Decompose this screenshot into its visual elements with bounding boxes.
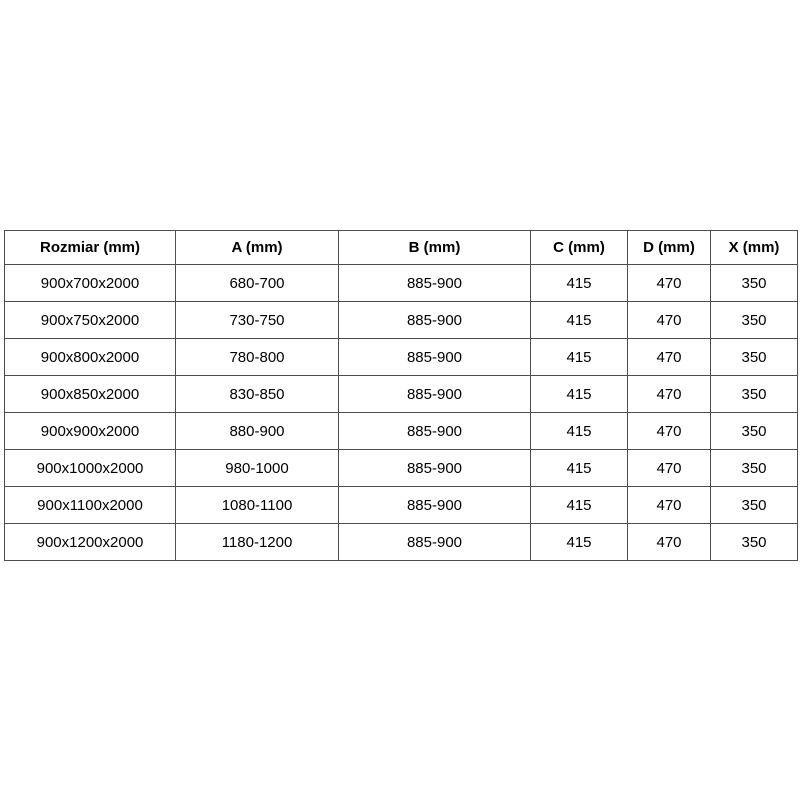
cell-x: 350: [710, 338, 798, 376]
table-row: 900x1200x2000 1180-1200 885-900 415 470 …: [4, 523, 798, 561]
cell-c: 415: [530, 338, 628, 376]
cell-d: 470: [627, 449, 711, 487]
cell-rozmiar: 900x700x2000: [4, 264, 176, 302]
cell-d: 470: [627, 264, 711, 302]
cell-x: 350: [710, 486, 798, 524]
table-row: 900x900x2000 880-900 885-900 415 470 350: [4, 412, 798, 450]
table-row: 900x700x2000 680-700 885-900 415 470 350: [4, 264, 798, 302]
cell-x: 350: [710, 449, 798, 487]
cell-rozmiar: 900x1100x2000: [4, 486, 176, 524]
cell-a: 1180-1200: [175, 523, 339, 561]
table-row: 900x1100x2000 1080-1100 885-900 415 470 …: [4, 486, 798, 524]
header-row: Rozmiar (mm) A (mm) B (mm) C (mm) D (mm)…: [4, 230, 798, 265]
cell-c: 415: [530, 412, 628, 450]
cell-b: 885-900: [338, 523, 531, 561]
column-header-d: D (mm): [627, 230, 711, 265]
cell-b: 885-900: [338, 412, 531, 450]
cell-c: 415: [530, 523, 628, 561]
cell-rozmiar: 900x900x2000: [4, 412, 176, 450]
cell-a: 880-900: [175, 412, 339, 450]
cell-a: 730-750: [175, 301, 339, 339]
cell-rozmiar: 900x750x2000: [4, 301, 176, 339]
cell-d: 470: [627, 338, 711, 376]
cell-c: 415: [530, 301, 628, 339]
column-header-rozmiar: Rozmiar (mm): [4, 230, 176, 265]
cell-d: 470: [627, 301, 711, 339]
table-row: 900x1000x2000 980-1000 885-900 415 470 3…: [4, 449, 798, 487]
cell-b: 885-900: [338, 301, 531, 339]
cell-b: 885-900: [338, 449, 531, 487]
cell-x: 350: [710, 375, 798, 413]
cell-a: 1080-1100: [175, 486, 339, 524]
cell-d: 470: [627, 523, 711, 561]
cell-x: 350: [710, 301, 798, 339]
cell-c: 415: [530, 486, 628, 524]
table-row: 900x750x2000 730-750 885-900 415 470 350: [4, 301, 798, 339]
cell-c: 415: [530, 375, 628, 413]
table-row: 900x850x2000 830-850 885-900 415 470 350: [4, 375, 798, 413]
cell-b: 885-900: [338, 375, 531, 413]
cell-a: 780-800: [175, 338, 339, 376]
column-header-b: B (mm): [338, 230, 531, 265]
cell-c: 415: [530, 264, 628, 302]
cell-a: 830-850: [175, 375, 339, 413]
cell-rozmiar: 900x850x2000: [4, 375, 176, 413]
cell-d: 470: [627, 486, 711, 524]
cell-x: 350: [710, 412, 798, 450]
cell-b: 885-900: [338, 264, 531, 302]
cell-rozmiar: 900x800x2000: [4, 338, 176, 376]
cell-a: 680-700: [175, 264, 339, 302]
column-header-x: X (mm): [710, 230, 798, 265]
table-row: 900x800x2000 780-800 885-900 415 470 350: [4, 338, 798, 376]
dimensions-table: Rozmiar (mm) A (mm) B (mm) C (mm) D (mm)…: [4, 230, 798, 561]
cell-a: 980-1000: [175, 449, 339, 487]
cell-c: 415: [530, 449, 628, 487]
cell-d: 470: [627, 412, 711, 450]
cell-b: 885-900: [338, 486, 531, 524]
cell-b: 885-900: [338, 338, 531, 376]
cell-x: 350: [710, 523, 798, 561]
cell-d: 470: [627, 375, 711, 413]
cell-rozmiar: 900x1000x2000: [4, 449, 176, 487]
column-header-a: A (mm): [175, 230, 339, 265]
cell-x: 350: [710, 264, 798, 302]
cell-rozmiar: 900x1200x2000: [4, 523, 176, 561]
column-header-c: C (mm): [530, 230, 628, 265]
